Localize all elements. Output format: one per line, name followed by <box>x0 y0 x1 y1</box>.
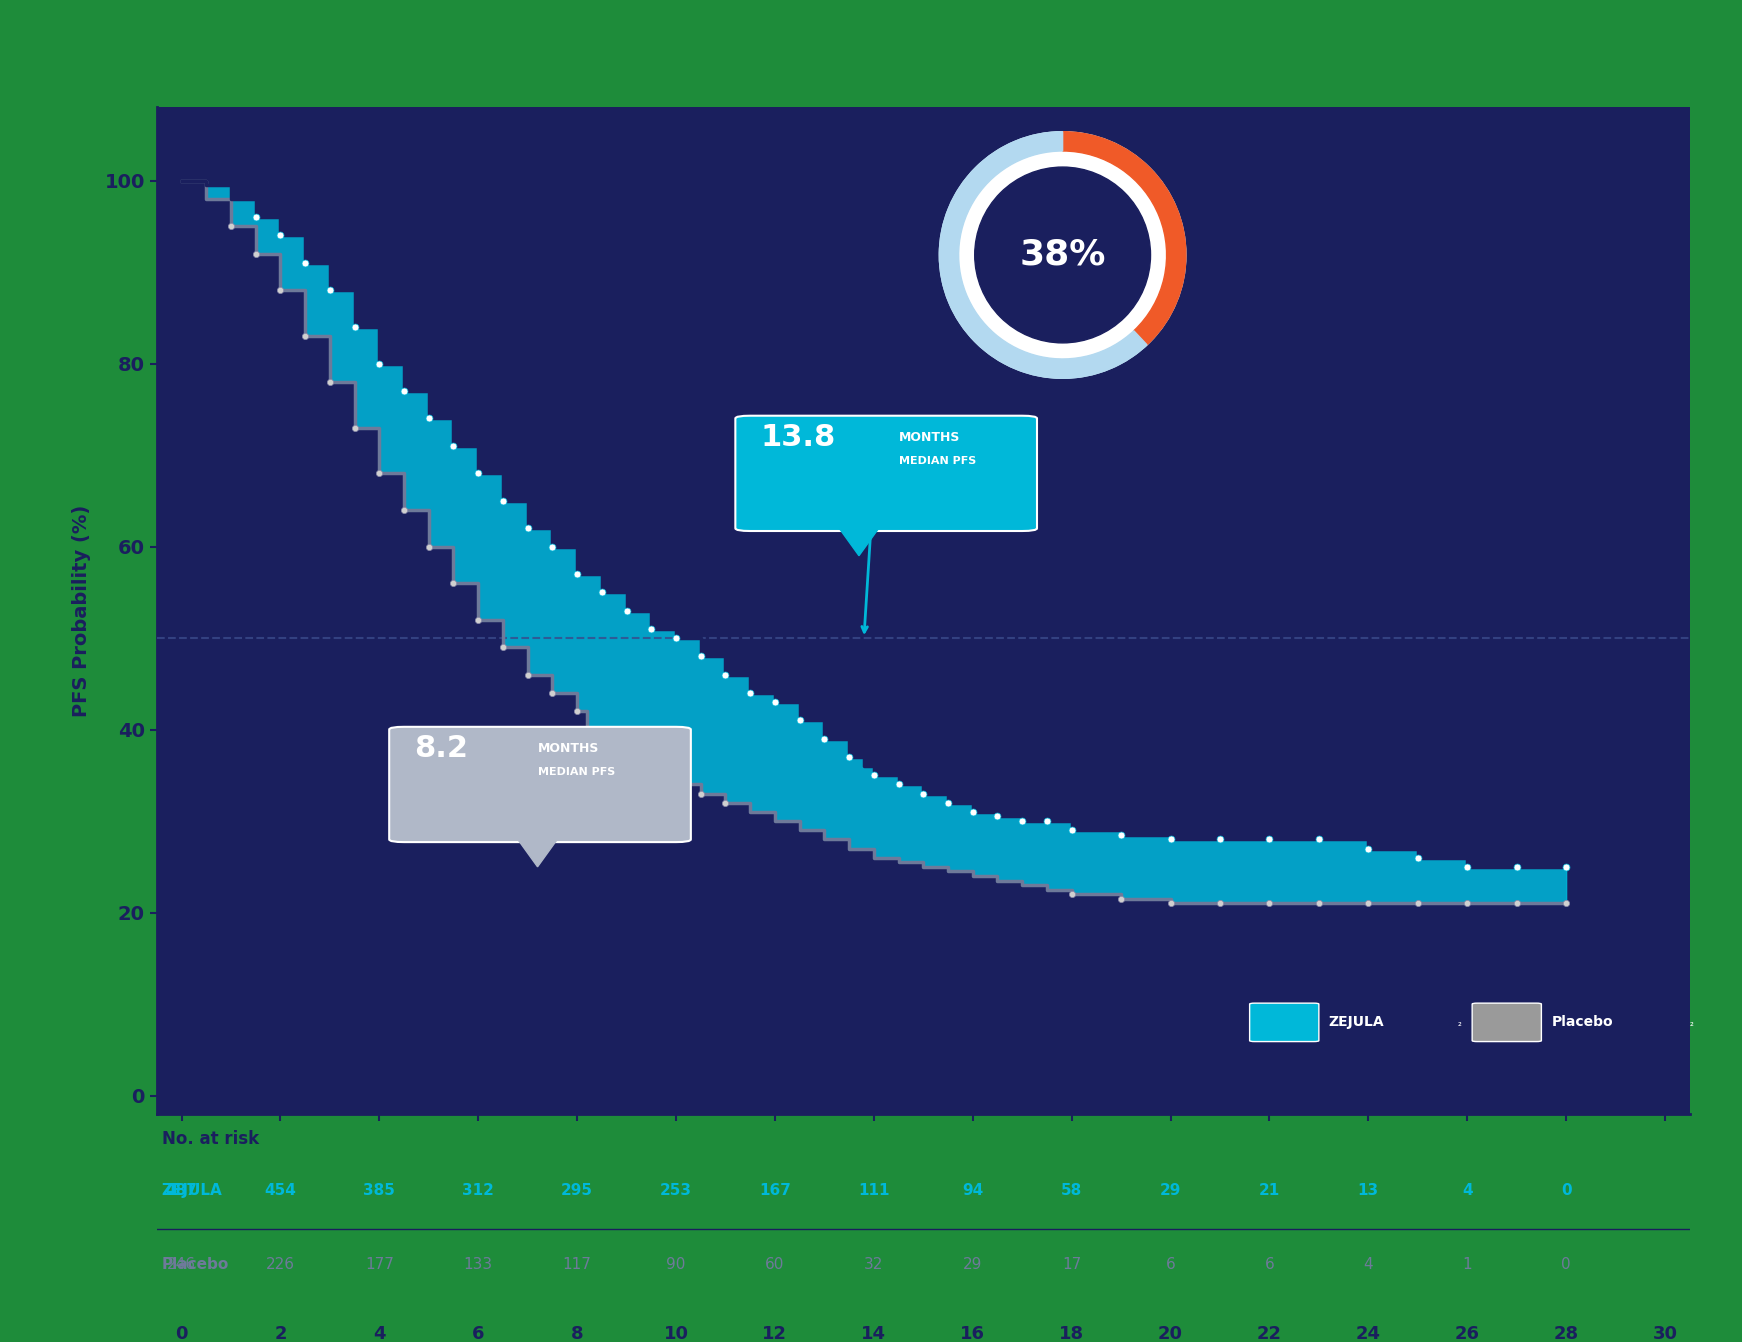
Text: 295: 295 <box>561 1182 592 1198</box>
Text: 6: 6 <box>472 1325 484 1342</box>
Text: 30: 30 <box>1653 1325 1678 1342</box>
Text: 2: 2 <box>273 1325 287 1342</box>
Text: 4: 4 <box>373 1325 385 1342</box>
Text: Reduction in Risk: Reduction in Risk <box>1202 161 1394 180</box>
Text: 177: 177 <box>364 1257 394 1272</box>
Text: 111: 111 <box>859 1182 890 1198</box>
Text: 13: 13 <box>1357 1182 1380 1198</box>
Text: 312: 312 <box>462 1182 495 1198</box>
Text: 8: 8 <box>571 1325 584 1342</box>
Text: MEDIAN PFS: MEDIAN PFS <box>538 768 615 777</box>
Polygon shape <box>840 529 878 556</box>
Text: MEDIAN PFS: MEDIAN PFS <box>899 456 976 466</box>
Text: 6: 6 <box>1265 1257 1275 1272</box>
Text: 32: 32 <box>864 1257 883 1272</box>
Text: 10: 10 <box>664 1325 688 1342</box>
Text: 14: 14 <box>861 1325 887 1342</box>
Text: Placebo: Placebo <box>1552 1016 1613 1029</box>
Text: 12: 12 <box>763 1325 787 1342</box>
Text: ²: ² <box>1690 1023 1693 1032</box>
Circle shape <box>939 132 1186 378</box>
Text: 24: 24 <box>1355 1325 1381 1342</box>
Text: ²: ² <box>1458 1023 1462 1032</box>
Text: 0: 0 <box>1561 1182 1571 1198</box>
Text: 26: 26 <box>1455 1325 1479 1342</box>
Text: Placebo: Placebo <box>162 1257 228 1272</box>
Text: 0: 0 <box>176 1325 188 1342</box>
Text: with ZEJULA vs placebo: with ZEJULA vs placebo <box>1202 279 1458 298</box>
Text: 29: 29 <box>1160 1182 1181 1198</box>
Text: 6: 6 <box>1165 1257 1176 1272</box>
Text: 454: 454 <box>265 1182 296 1198</box>
Y-axis label: PFS Probability (%): PFS Probability (%) <box>71 505 91 717</box>
Text: 38%: 38% <box>1019 238 1106 272</box>
Text: 16: 16 <box>960 1325 986 1342</box>
Text: 21: 21 <box>1259 1182 1280 1198</box>
Text: 253: 253 <box>660 1182 692 1198</box>
Polygon shape <box>517 839 557 867</box>
FancyBboxPatch shape <box>388 727 692 843</box>
FancyBboxPatch shape <box>1249 1002 1319 1041</box>
Text: 17: 17 <box>1063 1257 1082 1272</box>
Text: 22: 22 <box>1258 1325 1282 1342</box>
Text: ZEJULA: ZEJULA <box>1329 1016 1385 1029</box>
Text: No. at risk: No. at risk <box>162 1130 260 1147</box>
Text: 20: 20 <box>1158 1325 1183 1342</box>
Text: 385: 385 <box>364 1182 395 1198</box>
Text: 246: 246 <box>167 1257 197 1272</box>
FancyBboxPatch shape <box>735 416 1036 531</box>
Text: 18: 18 <box>1059 1325 1084 1342</box>
Text: 13.8: 13.8 <box>760 423 836 452</box>
Text: 28: 28 <box>1554 1325 1578 1342</box>
Text: 29: 29 <box>963 1257 982 1272</box>
Text: ZEJULA: ZEJULA <box>162 1182 223 1198</box>
Wedge shape <box>939 132 1146 378</box>
Text: 133: 133 <box>463 1257 493 1272</box>
Text: MONTHS: MONTHS <box>538 742 599 756</box>
Text: 4: 4 <box>1462 1182 1472 1198</box>
FancyBboxPatch shape <box>1472 1002 1542 1041</box>
Text: 487: 487 <box>165 1182 197 1198</box>
Text: 90: 90 <box>667 1257 686 1272</box>
Text: 58: 58 <box>1061 1182 1082 1198</box>
Text: 226: 226 <box>267 1257 294 1272</box>
Circle shape <box>976 166 1150 344</box>
Text: 4: 4 <box>1364 1257 1373 1272</box>
Text: 0: 0 <box>1561 1257 1571 1272</box>
Text: of progression or death: of progression or death <box>1202 220 1462 239</box>
Text: 60: 60 <box>765 1257 784 1272</box>
Text: 117: 117 <box>563 1257 592 1272</box>
Text: 167: 167 <box>760 1182 791 1198</box>
Text: 1: 1 <box>1462 1257 1472 1272</box>
Text: P: P <box>1533 344 1547 361</box>
Text: MONTHS: MONTHS <box>899 431 960 444</box>
Wedge shape <box>1063 132 1186 345</box>
Text: HR, 0.62 (95% CI, 0.50–0.76): HR, 0.62 (95% CI, 0.50–0.76) <box>1202 344 1498 361</box>
Text: 8.2: 8.2 <box>415 734 469 764</box>
Text: 94: 94 <box>962 1182 982 1198</box>
Circle shape <box>955 148 1171 362</box>
Text: <0.0001: <0.0001 <box>1549 344 1634 361</box>
